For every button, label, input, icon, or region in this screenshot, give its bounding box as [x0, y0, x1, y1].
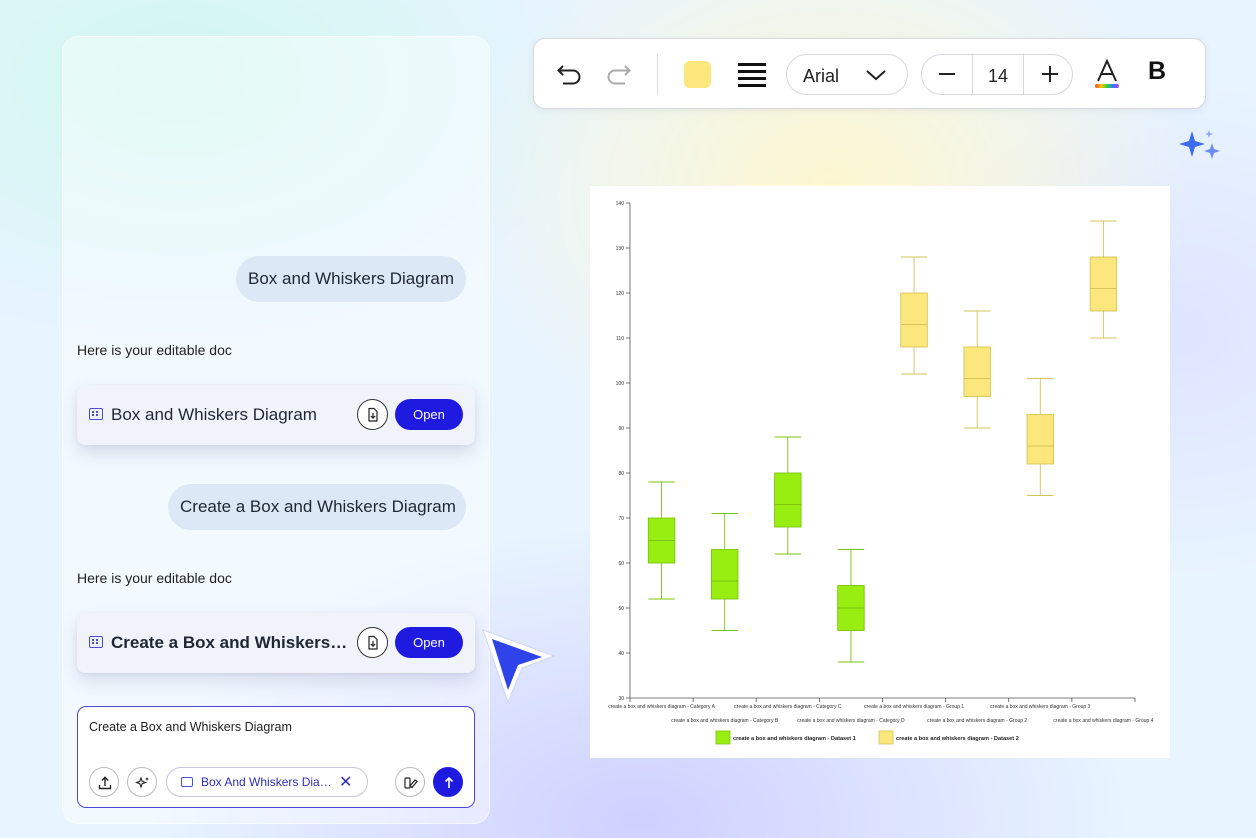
toolbar-divider — [657, 54, 658, 95]
diagram-icon — [89, 408, 103, 420]
x-tick-label: create a box and whiskers diagram - Grou… — [927, 718, 1027, 724]
ai-assist-button[interactable] — [127, 767, 157, 797]
y-tick-label: 60 — [618, 561, 624, 567]
x-tick-label: create a box and whiskers diagram - Cate… — [734, 704, 842, 710]
palette-icon — [404, 777, 418, 789]
x-tick-label: create a box and whiskers diagram - Grou… — [864, 704, 964, 710]
font-family-select[interactable]: Arial — [786, 54, 908, 95]
legend-label: create a box and whiskers diagram - Data… — [896, 736, 1019, 742]
user-message: Box and Whiskers Diagram — [236, 256, 466, 302]
minus-icon[interactable] — [936, 63, 958, 85]
doc-card[interactable]: Box and Whiskers Diagram Open — [77, 385, 475, 445]
send-button[interactable] — [433, 767, 463, 797]
box-body — [1026, 414, 1055, 465]
template-button[interactable] — [395, 767, 425, 797]
doc-card[interactable]: Create a Box and Whiskers Diagram Open — [77, 613, 475, 673]
composer-input[interactable]: Create a Box and Whiskers Diagram — [89, 720, 292, 734]
legend-label: create a box and whiskers diagram - Data… — [733, 736, 856, 742]
attachment-chip[interactable]: Box And Whiskers Diagram ✕ — [166, 767, 368, 797]
box-body — [1089, 256, 1118, 312]
download-icon — [368, 407, 378, 422]
diagram-icon — [89, 636, 103, 648]
download-button[interactable] — [357, 399, 388, 430]
close-icon[interactable]: ✕ — [339, 774, 353, 791]
font-size-value[interactable]: 14 — [987, 66, 1009, 86]
bold-button[interactable]: B — [1148, 57, 1167, 85]
user-message: Create a Box and Whiskers Diagram — [168, 484, 466, 530]
diagram-icon — [181, 777, 193, 787]
y-tick-label: 100 — [616, 381, 625, 387]
y-tick-label: 40 — [618, 651, 624, 657]
font-family-value: Arial — [803, 66, 840, 86]
x-tick-label: create a box and whiskers diagram - Cate… — [671, 718, 779, 724]
open-button[interactable]: Open — [395, 627, 463, 658]
font-color-icon[interactable] — [1093, 59, 1121, 89]
box-body — [774, 472, 802, 528]
y-tick-label: 140 — [616, 201, 625, 207]
plus-icon[interactable] — [1039, 63, 1061, 85]
doc-title: Create a Box and Whiskers Diagram — [111, 633, 351, 652]
redo-icon[interactable] — [604, 61, 632, 87]
font-size-stepper: 14 — [921, 54, 1073, 95]
open-button[interactable]: Open — [395, 399, 463, 430]
chip-label: Box And Whiskers Diagram — [201, 775, 333, 789]
y-tick-label: 80 — [618, 471, 624, 477]
y-tick-label: 50 — [618, 606, 624, 612]
box-whisker-chart: 30 40 50 60 70 80 90 100 110 120 130 140 create a bo… — [608, 201, 1154, 745]
download-icon — [368, 635, 378, 650]
upload-button[interactable] — [89, 767, 119, 797]
sparkle-icon — [135, 776, 149, 789]
y-tick-label: 130 — [616, 246, 625, 252]
box-body — [900, 292, 928, 348]
fill-color-swatch[interactable] — [684, 61, 711, 88]
y-tick-label: 110 — [616, 336, 624, 342]
y-tick-label: 120 — [616, 291, 625, 297]
doc-title: Box and Whiskers Diagram — [111, 405, 317, 424]
assistant-message: Here is your editable doc — [77, 570, 232, 586]
format-toolbar: Arial 14 B — [533, 38, 1206, 109]
chart-canvas[interactable]: 30 40 50 60 70 80 90 100 110 120 130 140 create a bo… — [590, 186, 1170, 758]
arrow-up-icon — [444, 776, 454, 788]
chevron-down-icon — [866, 70, 886, 81]
legend-swatch — [878, 730, 894, 745]
pointer-cursor-icon — [482, 629, 556, 704]
y-tick-label: 90 — [618, 426, 624, 432]
download-button[interactable] — [357, 627, 388, 658]
align-justify-icon[interactable] — [737, 61, 767, 89]
assistant-message: Here is your editable doc — [77, 342, 232, 358]
legend-swatch — [715, 730, 731, 745]
x-tick-label: create a box and whiskers diagram - Cate… — [797, 718, 905, 724]
x-tick-label: create a box and whiskers diagram - Cate… — [608, 704, 715, 710]
y-tick-label: 30 — [618, 696, 624, 702]
box-body — [963, 346, 991, 397]
box-body — [710, 549, 739, 600]
x-tick-label: create a box and whiskers diagram - Grou… — [990, 704, 1090, 710]
sparkle-decoration-icon — [1179, 130, 1220, 159]
undo-icon[interactable] — [556, 61, 584, 87]
x-tick-label: create a box and whiskers diagram - Grou… — [1053, 718, 1153, 724]
upload-icon — [98, 776, 112, 790]
message-composer[interactable]: Create a Box and Whiskers Diagram Box An… — [77, 706, 475, 808]
y-tick-label: 70 — [618, 516, 624, 522]
